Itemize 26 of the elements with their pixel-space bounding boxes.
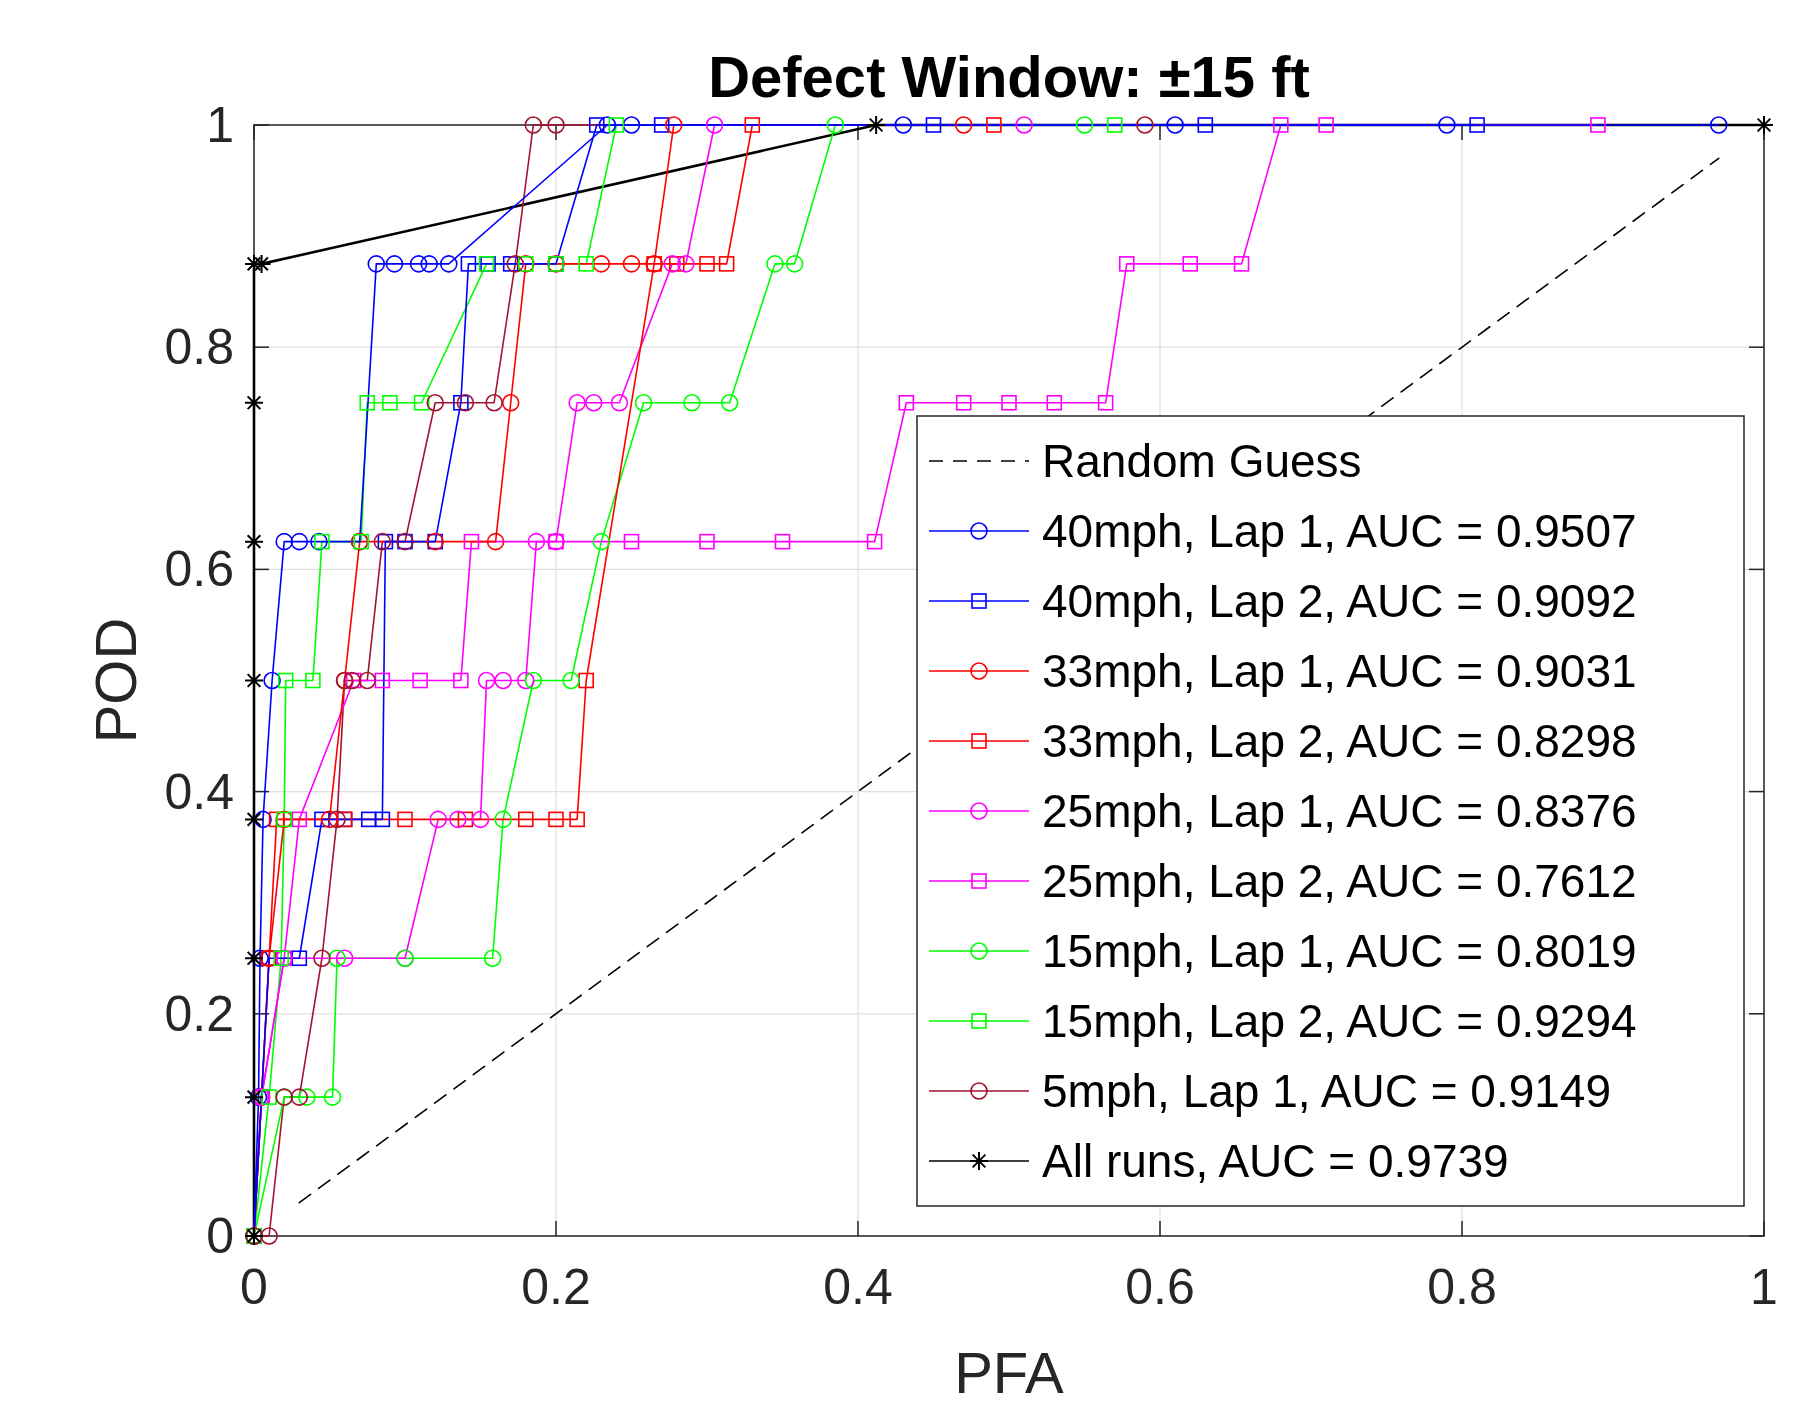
legend-label: 15mph, Lap 2, AUC = 0.9294 [1042, 995, 1637, 1047]
legend-label: 33mph, Lap 1, AUC = 0.9031 [1042, 645, 1637, 697]
y-axis-title: POD [83, 617, 148, 744]
x-axis-title: PFA [954, 1340, 1065, 1405]
chart-title: Defect Window: ±15 ft [708, 44, 1310, 109]
x-tick-label: 0.8 [1427, 1259, 1497, 1315]
y-tick-label: 0.4 [164, 763, 234, 820]
legend-label: 40mph, Lap 2, AUC = 0.9092 [1042, 575, 1637, 627]
legend-label: 33mph, Lap 2, AUC = 0.8298 [1042, 715, 1637, 767]
legend-label: 5mph, Lap 1, AUC = 0.9149 [1042, 1065, 1612, 1117]
y-tick-label: 0 [206, 1208, 234, 1264]
y-tick-label: 0.6 [164, 541, 234, 598]
y-tick-label: 0.2 [164, 985, 234, 1042]
x-tick-label: 0.2 [521, 1259, 591, 1315]
legend-label: 25mph, Lap 2, AUC = 0.7612 [1042, 855, 1637, 907]
x-tick-label: 0 [240, 1259, 268, 1315]
x-tick-label: 0.6 [1125, 1259, 1195, 1315]
legend-label: Random Guess [1042, 435, 1362, 487]
y-tick-label: 0.8 [164, 319, 234, 376]
x-tick-label: 1 [1750, 1259, 1778, 1315]
legend-label: 25mph, Lap 1, AUC = 0.8376 [1042, 785, 1637, 837]
x-tick-label: 0.4 [823, 1259, 893, 1315]
legend-label: 15mph, Lap 1, AUC = 0.8019 [1042, 925, 1637, 977]
y-tick-label: 1 [206, 97, 234, 153]
legend-label: 40mph, Lap 1, AUC = 0.9507 [1042, 505, 1637, 557]
legend-label: All runs, AUC = 0.9739 [1042, 1135, 1509, 1187]
